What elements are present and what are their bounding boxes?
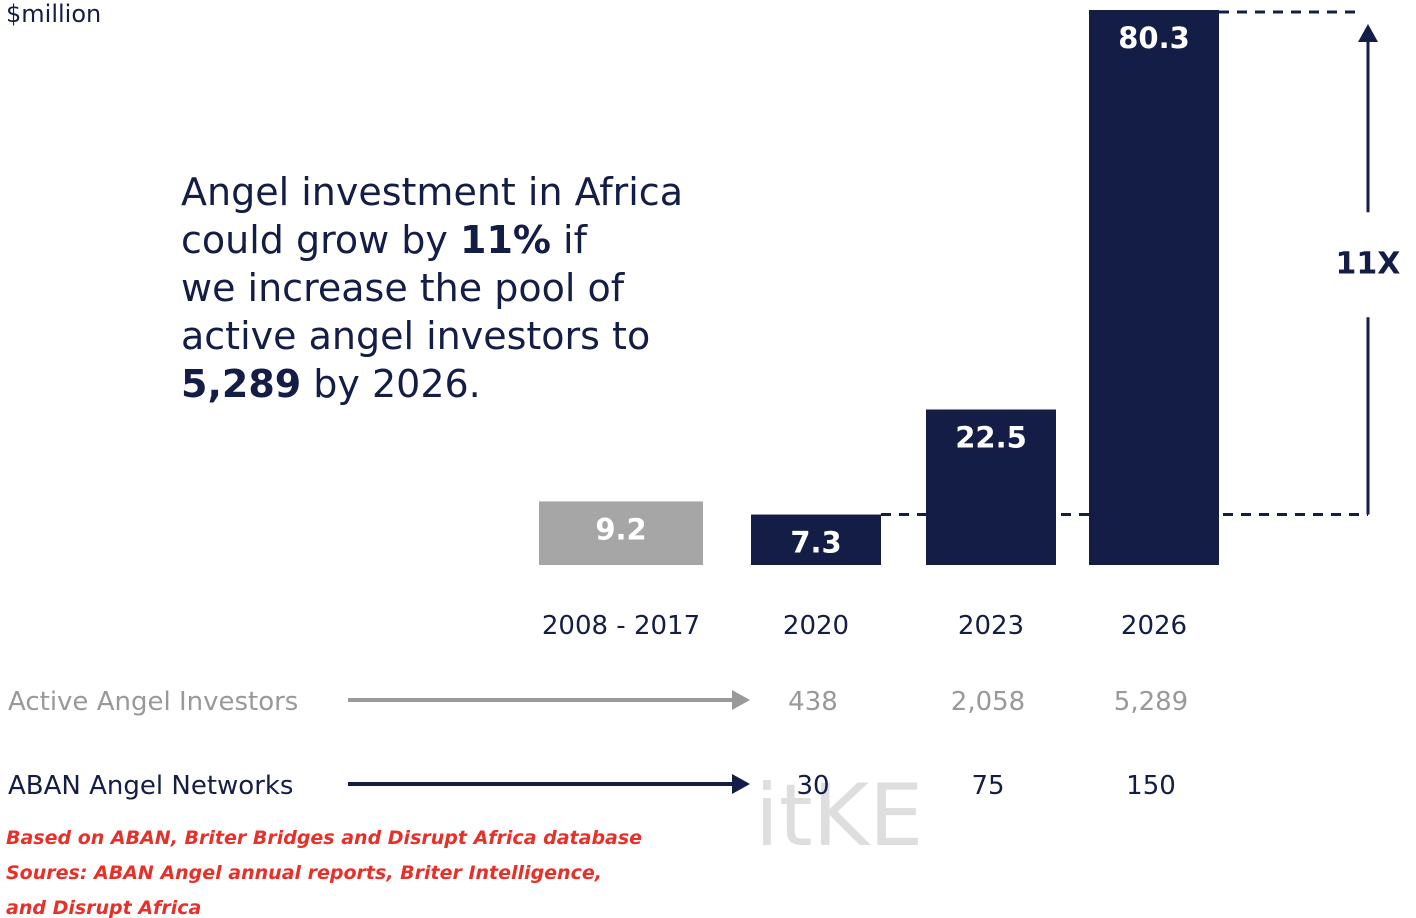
headline-text: active angel investors to [181, 314, 650, 358]
x-tick-label: 2008 - 2017 [542, 611, 700, 641]
footnote: Based on ABAN, Briter Bridges and Disrup… [6, 827, 642, 849]
footnote: Soures: ABAN Angel annual reports, Brite… [6, 862, 602, 884]
row-value: 438 [788, 687, 838, 717]
row-value: 75 [971, 771, 1004, 801]
unit-label: $million [6, 0, 101, 28]
row-value: 30 [796, 771, 829, 801]
x-tick-label: 2023 [958, 611, 1024, 641]
row-value: 150 [1126, 771, 1176, 801]
row-value: 2,058 [951, 687, 1025, 717]
headline-line: could grow by 11% if [181, 218, 589, 262]
arrow-head [1358, 24, 1378, 42]
x-tick-label: 2020 [783, 611, 849, 641]
bar [1089, 10, 1219, 565]
headline-text: Angel investment in Africa [181, 170, 683, 214]
headline-text: we increase the pool of [181, 266, 626, 310]
bar [751, 514, 881, 565]
bar-value-label: 7.3 [790, 526, 841, 560]
watermark: itKE [755, 766, 923, 866]
headline-line: Angel investment in Africa [181, 170, 683, 214]
headline-bold: 11% [460, 218, 551, 262]
footnote: and Disrupt Africa [6, 897, 201, 918]
row-value: 5,289 [1114, 687, 1188, 717]
x-tick-label: 2026 [1121, 611, 1187, 641]
headline-line: active angel investors to [181, 314, 650, 358]
bar [539, 501, 703, 565]
row-label: ABAN Angel Networks [8, 771, 293, 801]
headline-line: 5,289 by 2026. [181, 362, 481, 406]
headline-text: by 2026. [301, 362, 481, 406]
bar-value-label: 9.2 [595, 512, 646, 546]
bar-value-label: 80.3 [1118, 21, 1190, 55]
headline-text: if [551, 218, 589, 262]
headline-bold: 5,289 [181, 362, 301, 406]
row-arrow-head [732, 774, 750, 794]
headline-text: could grow by [181, 218, 460, 262]
row-label: Active Angel Investors [8, 687, 298, 717]
bar [926, 409, 1056, 565]
row-arrow-head [732, 690, 750, 710]
bar-value-label: 22.5 [955, 420, 1027, 454]
headline-line: we increase the pool of [181, 266, 626, 310]
annotation: 11X [1336, 246, 1401, 281]
